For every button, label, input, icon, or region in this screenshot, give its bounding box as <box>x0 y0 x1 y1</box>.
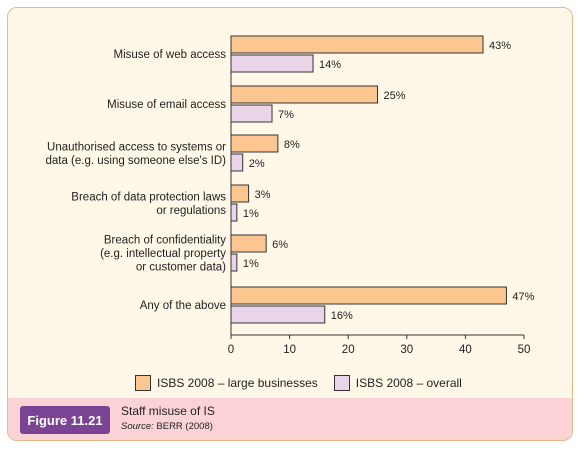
category-label: Any of the above <box>140 300 226 312</box>
bar-large-businesses <box>230 134 279 153</box>
bar-large-businesses <box>230 234 267 253</box>
figure-title: Staff misuse of IS <box>121 404 215 418</box>
value-label: 6% <box>272 239 288 251</box>
legend-label-overall: ISBS 2008 – overall <box>355 376 462 390</box>
category-label: Breach of confidentiality <box>104 235 226 247</box>
legend-swatch-large-businesses <box>135 375 151 391</box>
value-label: 14% <box>319 59 341 71</box>
category-label: or customer data) <box>136 262 226 274</box>
value-label: 1% <box>243 258 259 270</box>
category-label: data (e.g. using someone else's ID) <box>45 155 226 167</box>
bar-chart: Misuse of web access Misuse of email acce… <box>45 35 535 356</box>
legend: ISBS 2008 – large businesses ISBS 2008 –… <box>135 374 462 392</box>
category-label: Breach of data protection laws <box>71 191 226 203</box>
bar-overall <box>230 203 238 222</box>
category-label: Misuse of web access <box>114 49 227 61</box>
value-label: 2% <box>249 158 265 170</box>
value-label: 7% <box>278 109 294 121</box>
value-label: 3% <box>255 189 271 201</box>
x-tick-label: 10 <box>283 344 296 356</box>
bar-overall <box>230 253 238 272</box>
figure-source: Source: BERR (2008) <box>121 421 213 432</box>
bar-large-businesses <box>230 35 484 54</box>
figure-source-label: Source: <box>121 421 154 432</box>
category-label: Misuse of email access <box>107 99 226 111</box>
bar-overall <box>230 104 273 123</box>
x-tick-label: 40 <box>459 344 472 356</box>
caption-bar: Figure 11.21 Staff misuse of IS Source: … <box>8 398 572 440</box>
legend-swatch-overall <box>333 375 350 391</box>
value-label: 16% <box>331 310 353 322</box>
legend-label-large-businesses: ISBS 2008 – large businesses <box>157 376 318 390</box>
x-tick-label: 50 <box>518 344 531 356</box>
x-tick-label: 0 <box>228 344 234 356</box>
value-label: 8% <box>284 139 300 151</box>
category-label: or regulations <box>156 205 226 217</box>
bar-large-businesses <box>230 184 250 203</box>
category-label: Unauthorised access to systems or <box>47 141 226 153</box>
legend-item-overall: ISBS 2008 – overall <box>333 375 462 391</box>
bar-large-businesses <box>230 286 507 305</box>
value-label: 25% <box>384 90 406 102</box>
value-label: 47% <box>512 291 534 303</box>
value-label: 1% <box>243 208 259 220</box>
category-label: (e.g. intellectual property <box>100 248 226 260</box>
bar-overall <box>230 54 314 73</box>
bar-overall <box>230 305 326 324</box>
x-tick-label: 30 <box>400 344 413 356</box>
bar-overall <box>230 153 244 172</box>
figure-label-badge: Figure 11.21 <box>20 406 110 434</box>
figure-frame: Misuse of web access Misuse of email acce… <box>7 7 573 441</box>
legend-item-large-businesses: ISBS 2008 – large businesses <box>135 375 318 391</box>
bar-large-businesses <box>230 85 378 104</box>
value-label: 43% <box>489 40 511 52</box>
x-tick-label: 20 <box>342 344 355 356</box>
figure-source-text: BERR (2008) <box>156 421 213 432</box>
